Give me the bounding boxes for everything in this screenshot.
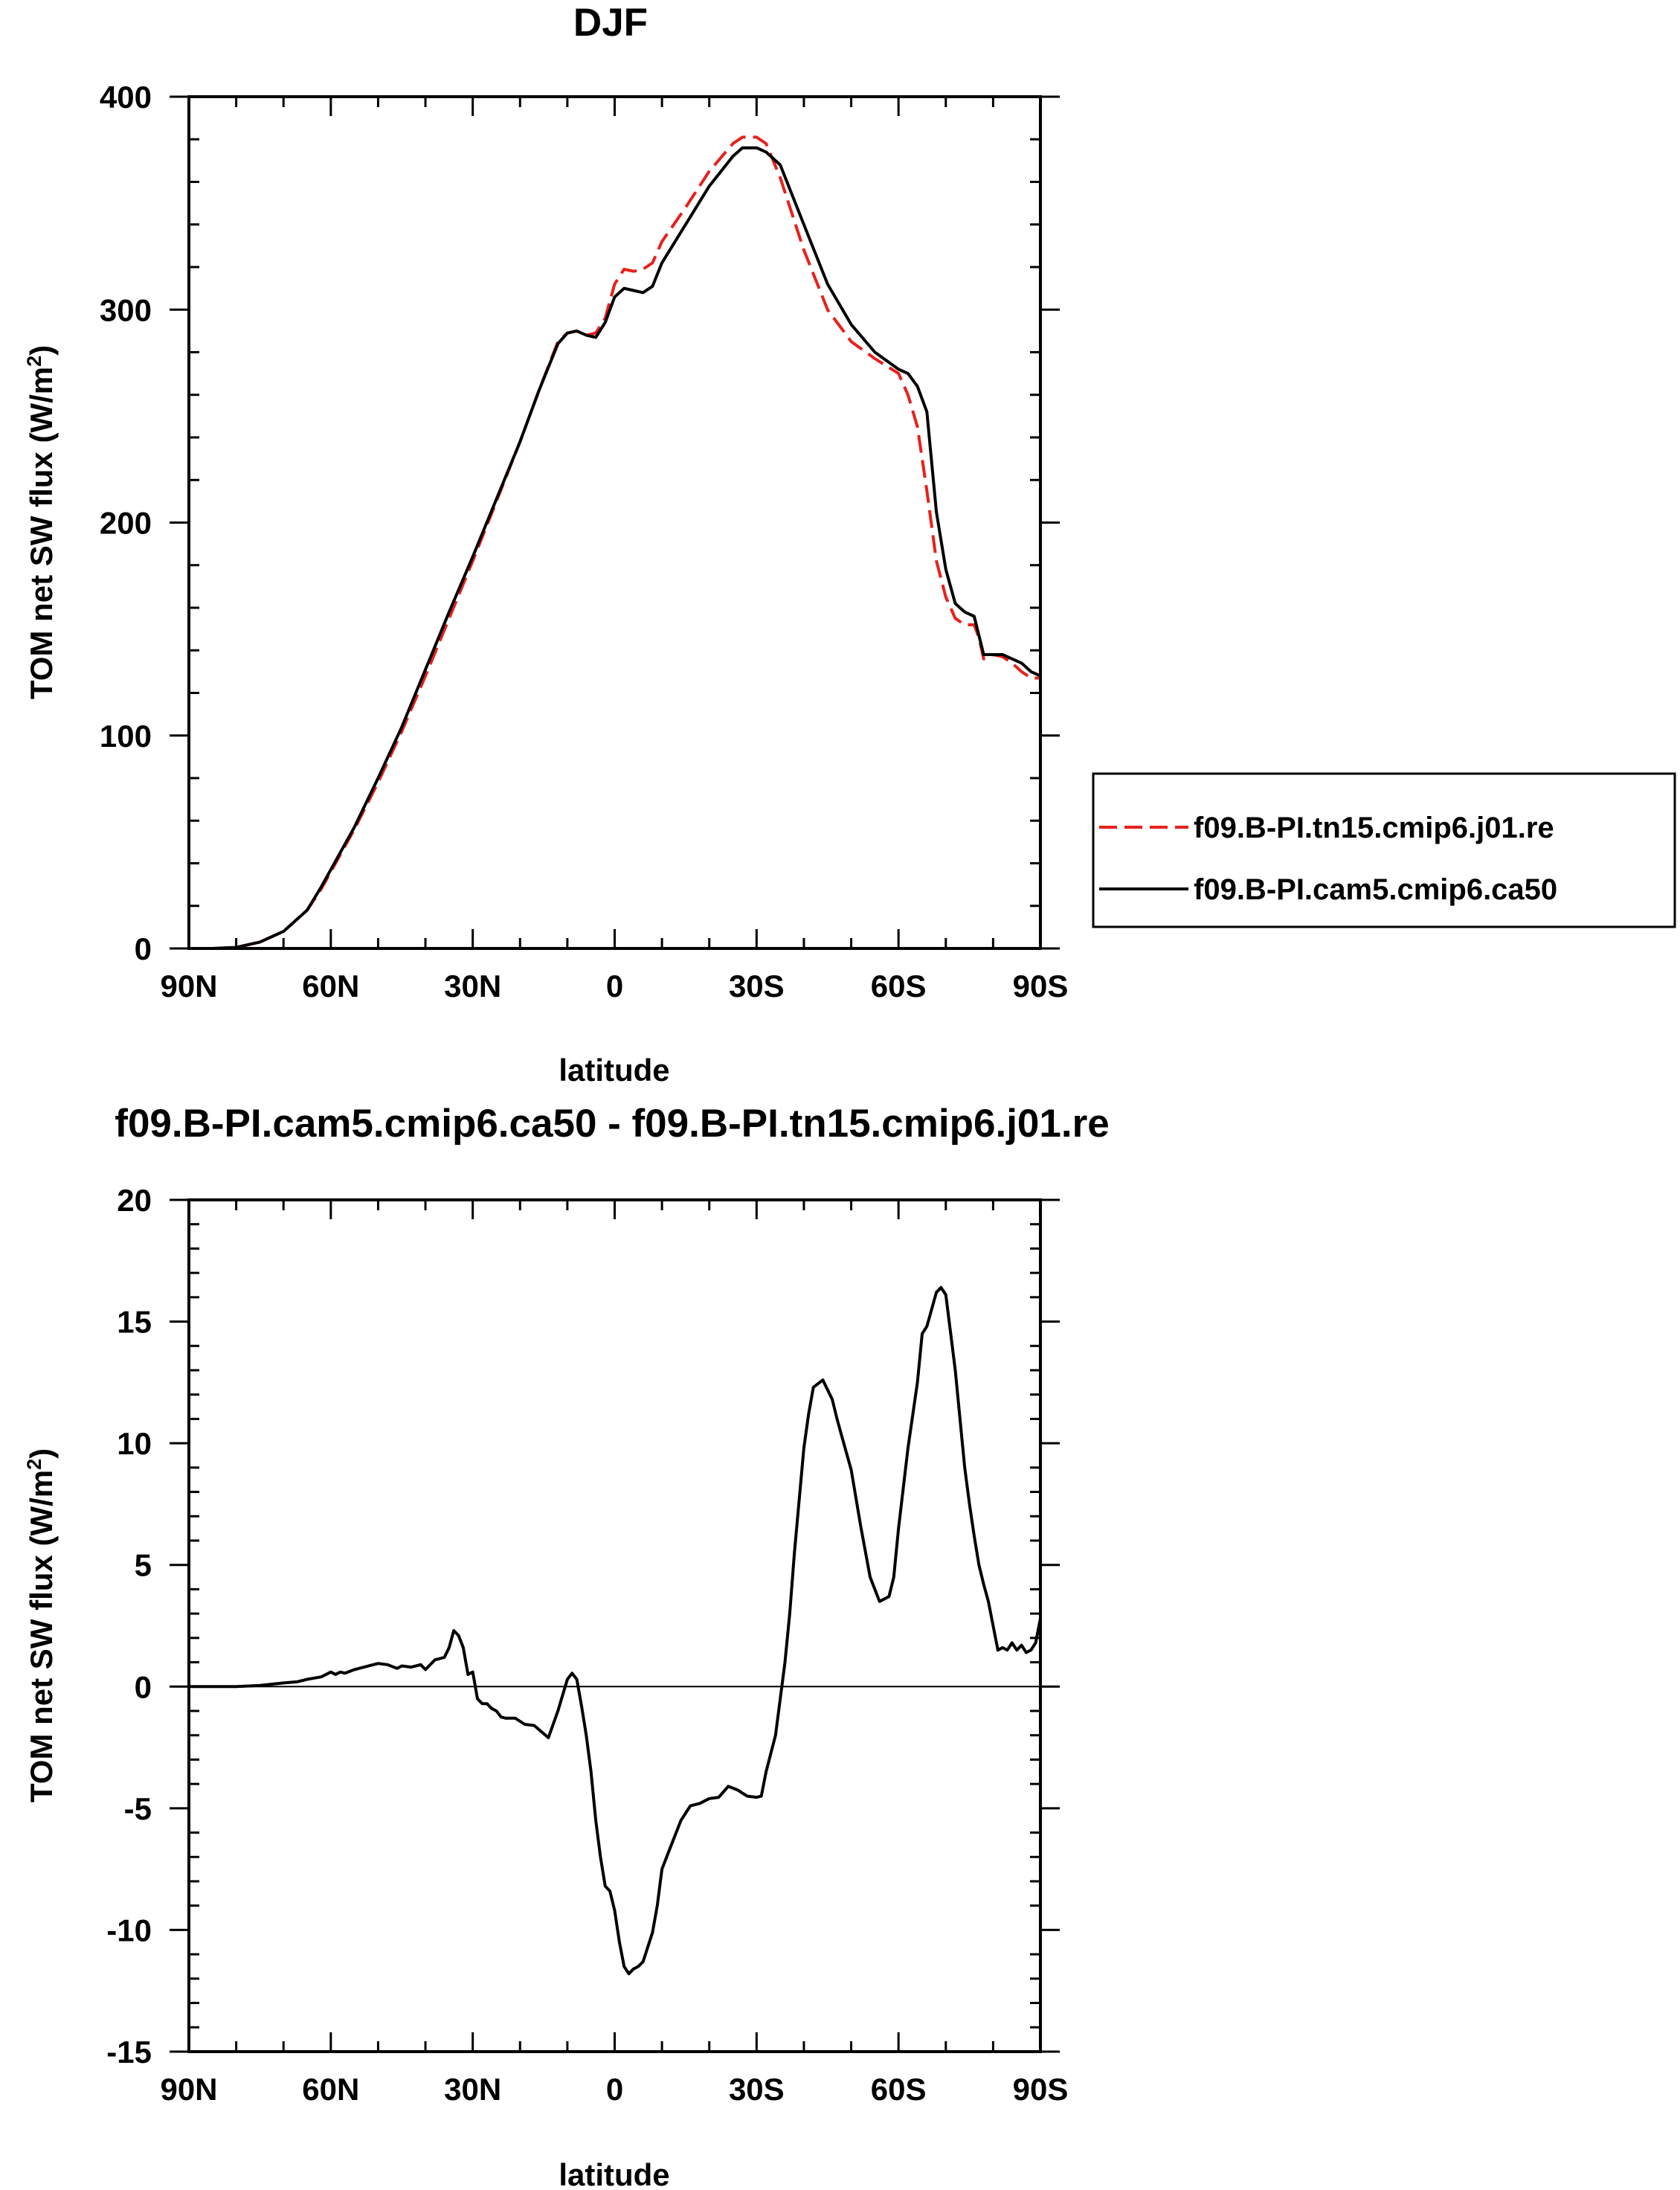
legend-box: [1092, 772, 1676, 928]
top-series: [189, 135, 1041, 950]
top-x-tick-labels: 90N 60N 30N 0 30S 60S 90S: [160, 969, 1068, 1004]
top-major-ticks: [170, 95, 1060, 950]
bottom-minor-ticks: [189, 1200, 1040, 2052]
bottom-y-tick-label: -10: [106, 1913, 152, 1947]
top-x-tick-label: 60S: [871, 969, 927, 1004]
legend-label-series-1: f09.B-PI.tn15.cmip6.j01.re: [1194, 812, 1554, 844]
bottom-x-tick-label: 30N: [444, 2072, 501, 2107]
top-plot-frame: [187, 95, 1042, 950]
top-x-tick-label: 30N: [444, 969, 501, 1004]
bottom-y-tick-label: -5: [124, 1791, 152, 1826]
top-x-tick-label: 90N: [160, 969, 217, 1004]
bottom-x-tick-labels: 90N 60N 30N 0 30S 60S 90S: [160, 2072, 1068, 2107]
top-chart-title: DJF: [573, 1, 648, 45]
bottom-x-tick-label: 60S: [871, 2072, 927, 2107]
bottom-x-tick-label: 60N: [302, 2072, 359, 2107]
bottom-y-tick-label: 15: [117, 1305, 152, 1340]
top-minor-ticks: [189, 97, 1040, 948]
bottom-chart-title: f09.B-PI.cam5.cmip6.ca50 - f09.B-PI.tn15…: [115, 1102, 1109, 1146]
bottom-x-tick-label: 0: [606, 2072, 623, 2107]
top-y-tick-label: 100: [100, 719, 152, 754]
panel-top: DJF 0 100 200 300 400 90N 60N 30N 0 30S 60S 90S la…: [23, 1, 1676, 1088]
top-y-tick-labels: 0 100 200 300 400: [100, 80, 152, 966]
bottom-y-tick-label: 10: [117, 1426, 152, 1461]
bottom-y-tick-label: 5: [135, 1548, 152, 1583]
top-x-tick-label: 60N: [302, 969, 359, 1004]
top-y-tick-label: 0: [135, 931, 152, 966]
bottom-y-axis-label: TOM net SW flux (W/m2): [23, 1448, 59, 1802]
top-series-line-2: [189, 146, 1041, 950]
bottom-series-line-1: [189, 1285, 1042, 1976]
bottom-y-tick-label: -15: [106, 2035, 152, 2069]
bottom-x-tick-label: 90S: [1013, 2072, 1069, 2107]
bottom-y-tick-labels: -15 -10 -5 0 5 10 15 20: [106, 1183, 152, 2069]
top-x-tick-label: 0: [606, 969, 623, 1004]
top-y-axis-label: TOM net SW flux (W/m2): [23, 345, 59, 699]
bottom-plot-frame: [187, 1198, 1042, 2053]
legend: f09.B-PI.tn15.cmip6.j01.re f09.B-PI.cam5…: [1092, 772, 1676, 928]
top-x-tick-label: 30S: [729, 969, 785, 1004]
top-y-tick-label: 400: [100, 80, 152, 115]
top-x-axis-label: latitude: [559, 1053, 669, 1088]
top-x-tick-label: 90S: [1013, 969, 1069, 1004]
bottom-y-tick-label: 20: [117, 1183, 152, 1218]
bottom-x-tick-label: 90N: [160, 2072, 217, 2107]
bottom-y-tick-label: 0: [135, 1669, 152, 1704]
bottom-x-axis-label: latitude: [559, 2157, 669, 2190]
top-y-tick-label: 200: [100, 506, 152, 541]
bottom-x-tick-label: 30S: [729, 2072, 785, 2107]
legend-label-series-2: f09.B-PI.cam5.cmip6.ca50: [1194, 873, 1557, 906]
top-series-line-1: [189, 135, 1040, 950]
panel-bottom: f09.B-PI.cam5.cmip6.ca50 - f09.B-PI.tn15…: [23, 1102, 1110, 2190]
bottom-series: [189, 1285, 1042, 1976]
top-y-tick-label: 300: [100, 292, 152, 327]
